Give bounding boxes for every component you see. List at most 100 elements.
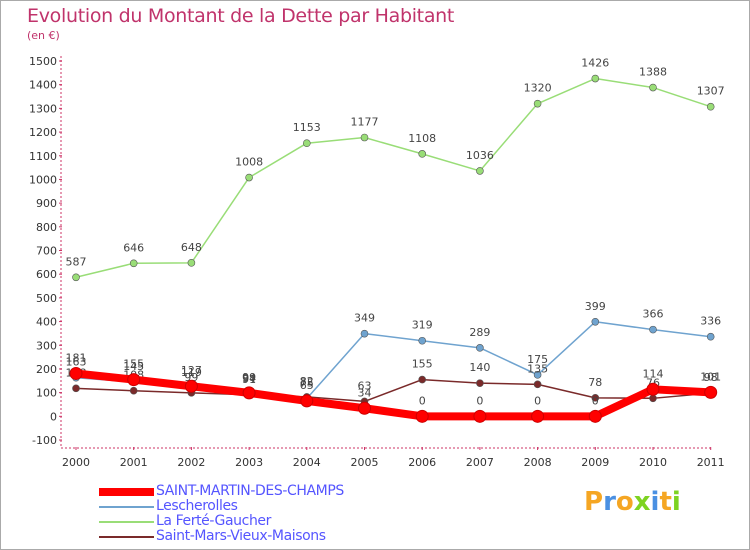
data-label: 399 <box>585 300 606 313</box>
x-tick-label: 2006 <box>408 456 436 469</box>
data-point <box>72 384 80 393</box>
data-point <box>533 371 542 379</box>
y-tick-label: 1500 <box>29 55 57 68</box>
x-tick-label: 2000 <box>62 456 90 469</box>
data-label: 1036 <box>466 149 494 162</box>
data-label: 0 <box>476 394 483 407</box>
data-point <box>415 409 429 423</box>
y-tick-label: 1000 <box>29 173 57 186</box>
y-tick-label: 400 <box>36 316 57 329</box>
data-point <box>302 139 311 147</box>
data-label: 0 <box>534 394 541 407</box>
data-point <box>476 344 484 352</box>
data-point <box>69 366 83 380</box>
y-tick-label: -100 <box>32 434 57 447</box>
legend-swatch <box>99 488 154 496</box>
data-point <box>360 329 369 338</box>
data-label: 99 <box>184 371 198 384</box>
y-tick-label: 1300 <box>29 102 57 115</box>
y-tick-label: 500 <box>36 292 57 305</box>
x-tick-label: 2008 <box>524 456 552 469</box>
data-label: 1388 <box>639 66 667 79</box>
data-label: 336 <box>700 315 721 328</box>
x-tick-label: 2011 <box>697 456 725 469</box>
x-tick-label: 2005 <box>351 456 379 469</box>
data-point <box>649 83 657 92</box>
data-label: 1307 <box>697 85 725 98</box>
y-tick-label: 800 <box>36 221 57 234</box>
data-label: 646 <box>123 241 144 254</box>
data-point <box>649 325 657 334</box>
legend-label: La Ferté-Gaucher <box>156 513 271 529</box>
data-point <box>706 102 715 111</box>
y-tick-label: 1400 <box>29 79 57 92</box>
data-point <box>533 380 542 389</box>
logo-letter: x <box>633 487 651 517</box>
y-tick-label: 600 <box>36 268 57 281</box>
data-label: 119 <box>181 366 202 379</box>
line-chart: -100010020030040050060070080090010001100… <box>29 55 725 469</box>
proxiti-logo: Proxiti <box>584 487 681 517</box>
data-label: 1320 <box>524 82 552 95</box>
data-label: 349 <box>354 312 375 325</box>
data-point <box>646 382 660 396</box>
data-label: 1108 <box>408 132 436 145</box>
data-label: 1177 <box>351 116 379 129</box>
data-label: 75 <box>300 377 314 390</box>
data-point <box>184 379 198 393</box>
series-line-0 <box>72 369 715 421</box>
logo-letter: o <box>615 487 634 517</box>
y-tick-label: 1100 <box>29 150 57 163</box>
data-label: 99 <box>242 371 256 384</box>
data-point <box>129 386 138 395</box>
data-point <box>418 150 427 158</box>
data-point <box>591 394 600 402</box>
data-label: 101 <box>700 370 721 383</box>
data-point <box>360 133 369 142</box>
data-label: 94 <box>242 372 256 385</box>
legend-label: Lescherolles <box>156 498 238 514</box>
data-label: 34 <box>358 386 372 399</box>
data-label: 145 <box>123 360 144 373</box>
data-label: 319 <box>412 319 433 332</box>
data-point <box>588 409 602 423</box>
data-point <box>418 375 427 384</box>
legend-label: SAINT-MARTIN-DES-CHAMPS <box>156 483 344 499</box>
data-label: 135 <box>527 362 548 375</box>
data-label: 155 <box>123 358 144 371</box>
data-point <box>300 394 314 408</box>
data-point <box>242 386 256 400</box>
data-point <box>649 394 657 403</box>
x-tick-label: 2002 <box>177 456 205 469</box>
data-point <box>591 74 600 83</box>
data-label: 1426 <box>581 57 609 70</box>
y-tick-label: 1200 <box>29 126 57 139</box>
data-point <box>591 317 600 326</box>
data-label: 0 <box>419 394 426 407</box>
data-label: 181 <box>66 351 87 364</box>
series-line-2 <box>75 77 712 279</box>
data-label: 127 <box>181 364 202 377</box>
data-point <box>531 409 545 423</box>
data-label: 648 <box>181 241 202 254</box>
legend-swatch <box>99 536 154 538</box>
series-line-3 <box>75 378 712 403</box>
data-label: 0 <box>592 394 599 407</box>
y-tick-label: 0 <box>50 410 57 423</box>
data-label: 65 <box>300 379 314 392</box>
data-label: 163 <box>66 356 87 369</box>
data-label: 140 <box>469 361 490 374</box>
data-point <box>127 373 141 387</box>
legend-swatch <box>99 521 154 523</box>
data-label: 63 <box>358 379 372 392</box>
y-tick-label: 700 <box>36 245 57 258</box>
x-tick-label: 2001 <box>120 456 148 469</box>
data-label: 587 <box>66 255 87 268</box>
x-tick-label: 2004 <box>293 456 321 469</box>
x-tick-label: 2009 <box>581 456 609 469</box>
data-point <box>72 273 80 282</box>
data-label: 289 <box>469 326 490 339</box>
data-point <box>476 379 484 387</box>
data-point <box>706 332 715 341</box>
y-tick-label: 100 <box>36 387 57 400</box>
